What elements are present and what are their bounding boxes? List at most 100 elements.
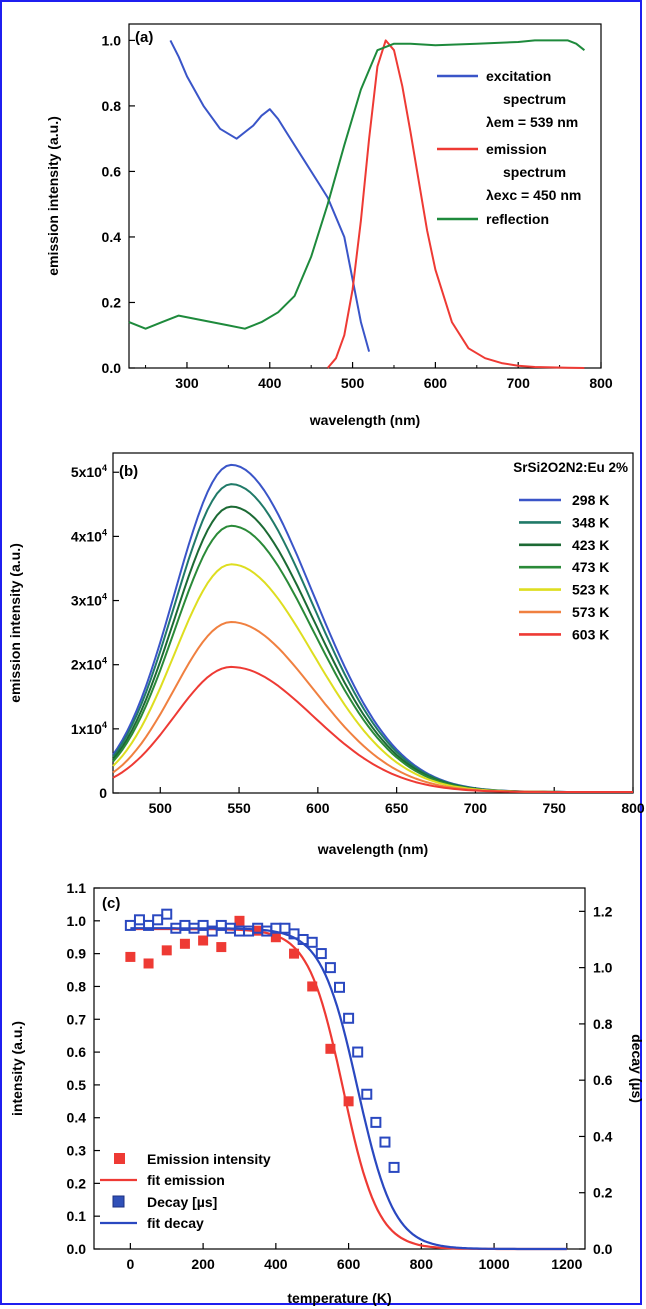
panel-c-x-tick: 400 (264, 1256, 288, 1272)
panel-c-y-tick: 0.0 (67, 1241, 87, 1257)
panel-a-y-tick-labels: 0.0 0.2 0.4 0.6 0.8 1.0 (102, 32, 122, 376)
panel-c-decay-point (379, 1136, 391, 1148)
panel-c-y-tick: 0.5 (67, 1077, 87, 1093)
panel-c-y-tick: 0.6 (67, 1044, 87, 1060)
legend-label-emission-line3: λexc = 450 nm (486, 187, 581, 203)
panel-b-legend-title: SrSi2O2N2:Eu 2% (513, 460, 628, 475)
panel-b-y-tick-mantissa: 4x10 (71, 528, 102, 544)
panel-c-right-y-tick: 1.2 (593, 903, 613, 919)
panel-a-x-tick: 700 (507, 375, 531, 391)
panel-c-decay-point (324, 962, 336, 974)
legend-label-emission: emission (486, 141, 547, 157)
panel-b-x-tick: 700 (464, 800, 488, 816)
panel-b-y-tick-exponent: 4 (102, 592, 107, 602)
panel-b-x-tick: 750 (543, 800, 567, 816)
panel-c-x-tick: 200 (191, 1256, 215, 1272)
panel-c-right-y-tick: 1.0 (593, 960, 613, 976)
panel-c-y-tick: 0.2 (67, 1175, 87, 1191)
panel-a-series-emission (326, 39, 585, 369)
panel-c-decay-point (279, 922, 291, 934)
legend-marker-emission-points (114, 1153, 125, 1164)
panel-c-decay-point (161, 908, 173, 920)
legend-label-excitation-line3: λem = 539 nm (486, 114, 578, 130)
panel-c-right-y-tick-labels: 0.0 0.2 0.4 0.6 0.8 1.0 1.2 (593, 903, 613, 1257)
panel-c-decay-point (361, 1088, 373, 1100)
panel-c-decay-point (388, 1161, 400, 1173)
panel-b-x-tick: 650 (385, 800, 409, 816)
panel-c-x-tick: 1000 (478, 1256, 509, 1272)
panel-c-y-tick: 1.0 (67, 913, 87, 929)
panel-b-series-573k (112, 621, 633, 793)
panel-c-decay-point (370, 1116, 382, 1128)
panel-b-series (112, 463, 633, 793)
legend-label-fit-emission: fit emission (147, 1172, 225, 1188)
panel-a-series-reflection (128, 39, 586, 330)
panel-c-emission-point (161, 945, 172, 956)
panel-b-y-tick-mantissa: 0 (99, 785, 107, 801)
panel-c-emission-point (216, 942, 227, 953)
legend-label-reflection: reflection (486, 211, 549, 227)
legend-label-emission-intensity: Emission intensity (147, 1151, 271, 1167)
panel-c-decay-point (288, 928, 300, 940)
panel-c-emission-point (307, 981, 318, 992)
panel-c-y-tick: 0.1 (67, 1208, 87, 1224)
panel-a-plot-frame (128, 23, 602, 369)
panel-c-emission-point (125, 951, 136, 962)
panel-c-emission-point (198, 935, 209, 946)
panel-a-series (128, 39, 586, 369)
panel-c-ticks (94, 887, 585, 1250)
panel-a-x-tick: 800 (589, 375, 613, 391)
legend-label-473k: 473 K (572, 559, 609, 575)
panel-c-emission-point (143, 958, 154, 969)
panel-a-y-axis-label: emission intensity (a.u.) (45, 116, 61, 275)
panel-c-series (124, 908, 567, 1251)
legend-label-excitation-line2: spectrum (503, 91, 566, 107)
legend-label-excitation: excitation (486, 68, 551, 84)
panel-b-series-298k (112, 463, 633, 793)
panel-b-y-tick-mantissa: 2x10 (71, 657, 102, 673)
legend-label-298k: 298 K (572, 492, 609, 508)
panel-a-y-tick: 0.4 (102, 229, 122, 245)
panel-b-y-tick-mantissa: 3x10 (71, 593, 102, 609)
legend-label-603k: 603 K (572, 626, 609, 642)
panel-b-x-tick: 500 (149, 800, 173, 816)
panel-c-y-tick-labels: 0.0 0.1 0.2 0.3 0.4 0.5 0.6 0.7 0.8 0.9 … (67, 880, 87, 1257)
panel-b-x-tick-labels: 500 550 600 650 700 750 800 (149, 800, 645, 816)
legend-label-423k: 423 K (572, 537, 609, 553)
panel-b-x-axis-label: wavelength (nm) (317, 841, 428, 857)
panel-c-decay-point (124, 919, 136, 931)
panel-c-y-tick: 0.3 (67, 1143, 87, 1159)
panel-c-decay-point (315, 948, 327, 960)
panel-b-y-tick-exponent: 4 (102, 463, 107, 473)
panel-c-plot-frame (93, 887, 586, 1250)
panel-c-x-tick: 1200 (551, 1256, 582, 1272)
legend-label-523k: 523 K (572, 582, 609, 598)
legend-label-573k: 573 K (572, 604, 609, 620)
panel-a-label: (a) (135, 29, 153, 46)
panel-b-series-348k (112, 483, 633, 793)
panel-b-y-tick: 5x104 (71, 463, 107, 480)
panel-c-decay-point (306, 936, 318, 948)
panel-c-emission-point (179, 938, 190, 949)
panel-b-series-603k (112, 665, 633, 793)
panel-c-decay-point (143, 919, 155, 931)
panel-b: (b) 500 550 600 650 700 750 800 0 1x104 … (7, 452, 645, 857)
panel-b-y-tick-mantissa: 1x10 (71, 721, 102, 737)
panel-c-x-tick: 800 (410, 1256, 434, 1272)
panel-c-emission-point (252, 925, 263, 936)
panel-c-y-tick: 0.7 (67, 1011, 87, 1027)
panel-c-emission-point (325, 1043, 336, 1054)
panel-b-y-tick: 2x104 (71, 656, 107, 673)
panel-b-y-tick-labels: 0 1x104 2x104 3x104 4x104 5x104 (71, 463, 107, 801)
panel-c: (c) 0 200 400 600 800 1000 1200 0.0 0.1 … (9, 880, 645, 1306)
legend-label-emission-line2: spectrum (503, 164, 566, 180)
panel-b-x-tick: 550 (227, 800, 251, 816)
panel-a-y-tick: 0.2 (102, 294, 122, 310)
panel-c-emission-point (270, 932, 281, 943)
panel-b-label: (b) (119, 463, 138, 480)
panel-c-emission-point (234, 915, 245, 926)
panel-c-decay-point (343, 1012, 355, 1024)
panel-b-y-tick: 1x104 (71, 720, 107, 737)
